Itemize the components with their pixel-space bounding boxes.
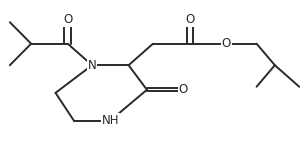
- Text: O: O: [222, 37, 231, 50]
- Text: O: O: [185, 13, 194, 26]
- Text: O: O: [179, 83, 188, 96]
- Text: O: O: [63, 13, 72, 26]
- Text: N: N: [88, 59, 96, 72]
- Text: NH: NH: [102, 114, 119, 127]
